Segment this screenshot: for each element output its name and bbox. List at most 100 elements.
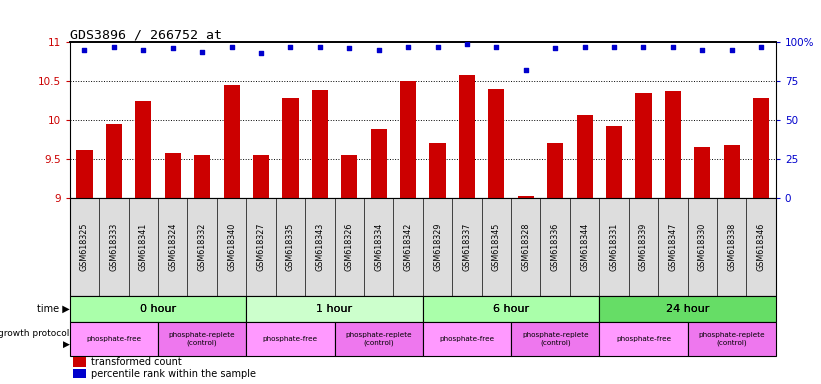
Bar	[158, 322, 246, 356]
Point	[166, 45, 179, 51]
Point	[578, 44, 591, 50]
Bar	[73, 358, 86, 367]
Point	[108, 44, 121, 50]
Text: GSM618330: GSM618330	[698, 223, 707, 271]
Text: 6 hour: 6 hour	[493, 304, 530, 314]
Bar	[423, 322, 511, 356]
Point	[372, 47, 385, 53]
Point	[78, 47, 91, 53]
Bar	[76, 150, 93, 198]
Bar	[70, 296, 246, 322]
Text: GSM618344: GSM618344	[580, 223, 589, 271]
Point	[725, 47, 738, 53]
Bar	[165, 153, 181, 198]
Point	[490, 44, 503, 50]
Text: GSM618343: GSM618343	[315, 223, 324, 271]
Point	[195, 48, 209, 55]
Bar	[695, 147, 710, 198]
Point	[314, 44, 327, 50]
Text: 0 hour: 0 hour	[140, 304, 177, 314]
Bar	[335, 322, 423, 356]
Text: growth protocol
▶: growth protocol ▶	[0, 329, 70, 349]
Bar	[723, 145, 740, 198]
Bar	[665, 91, 681, 198]
Point	[754, 44, 768, 50]
Text: phosphate-replete
(control): phosphate-replete (control)	[699, 332, 765, 346]
Bar	[194, 155, 210, 198]
Text: GSM618338: GSM618338	[727, 223, 736, 271]
Bar	[282, 98, 299, 198]
Bar	[606, 126, 622, 198]
Bar	[312, 91, 328, 198]
Text: phosphate-replete
(control): phosphate-replete (control)	[522, 332, 589, 346]
Text: 1 hour: 1 hour	[316, 304, 353, 314]
Text: GSM618334: GSM618334	[374, 223, 383, 271]
Bar	[488, 89, 504, 198]
Bar	[106, 124, 122, 198]
Bar	[599, 322, 688, 356]
Text: phosphate-free: phosphate-free	[263, 336, 318, 342]
Bar	[635, 93, 652, 198]
Point	[342, 45, 355, 51]
Point	[548, 45, 562, 51]
Text: GSM618325: GSM618325	[80, 222, 89, 271]
Bar	[547, 143, 563, 198]
Text: phosphate-replete
(control): phosphate-replete (control)	[169, 332, 236, 346]
Text: GSM618340: GSM618340	[227, 223, 236, 271]
Text: transformed count: transformed count	[91, 357, 181, 367]
Bar	[342, 155, 357, 198]
Bar	[370, 129, 387, 198]
Text: 6 hour: 6 hour	[493, 304, 530, 314]
Point	[667, 44, 680, 50]
Text: phosphate-free: phosphate-free	[439, 336, 494, 342]
Text: GSM618337: GSM618337	[462, 223, 471, 271]
Text: phosphate-replete
(control): phosphate-replete (control)	[346, 332, 412, 346]
Point	[431, 44, 444, 50]
Text: GSM618342: GSM618342	[404, 223, 413, 271]
Bar	[400, 81, 416, 198]
Text: GSM618328: GSM618328	[521, 223, 530, 271]
Text: GSM618346: GSM618346	[757, 223, 766, 271]
Text: percentile rank within the sample: percentile rank within the sample	[91, 369, 256, 379]
Bar	[246, 322, 335, 356]
Bar	[599, 296, 776, 322]
Bar	[688, 322, 776, 356]
Point	[225, 44, 238, 50]
Point	[637, 44, 650, 50]
Bar	[246, 296, 423, 322]
Point	[461, 41, 474, 47]
Bar	[223, 85, 240, 198]
Bar	[511, 322, 599, 356]
Point	[255, 50, 268, 56]
Bar	[459, 75, 475, 198]
Bar	[70, 322, 158, 356]
Bar	[753, 98, 769, 198]
Text: time ▶: time ▶	[37, 304, 70, 314]
Text: GSM618331: GSM618331	[609, 223, 618, 271]
Bar	[73, 369, 86, 378]
Text: GSM618329: GSM618329	[433, 222, 442, 271]
Point	[401, 44, 415, 50]
Bar	[135, 101, 151, 198]
Text: phosphate-free: phosphate-free	[86, 336, 141, 342]
Point	[519, 67, 532, 73]
Bar	[576, 114, 593, 198]
Text: GSM618336: GSM618336	[551, 223, 560, 271]
Point	[695, 47, 709, 53]
Bar	[518, 196, 534, 198]
Text: 24 hour: 24 hour	[666, 304, 709, 314]
Text: GSM618327: GSM618327	[256, 222, 265, 271]
Text: GSM618335: GSM618335	[286, 223, 295, 271]
Point	[137, 47, 150, 53]
Text: GSM618345: GSM618345	[492, 223, 501, 271]
Text: 1 hour: 1 hour	[316, 304, 353, 314]
Point	[284, 44, 297, 50]
Bar	[429, 143, 446, 198]
Text: GSM618326: GSM618326	[345, 223, 354, 271]
Text: GSM618333: GSM618333	[109, 223, 118, 271]
Text: GSM618324: GSM618324	[168, 223, 177, 271]
Text: GSM618339: GSM618339	[639, 223, 648, 271]
Text: GSM618341: GSM618341	[139, 223, 148, 271]
Text: GSM618347: GSM618347	[668, 223, 677, 271]
Point	[608, 44, 621, 50]
